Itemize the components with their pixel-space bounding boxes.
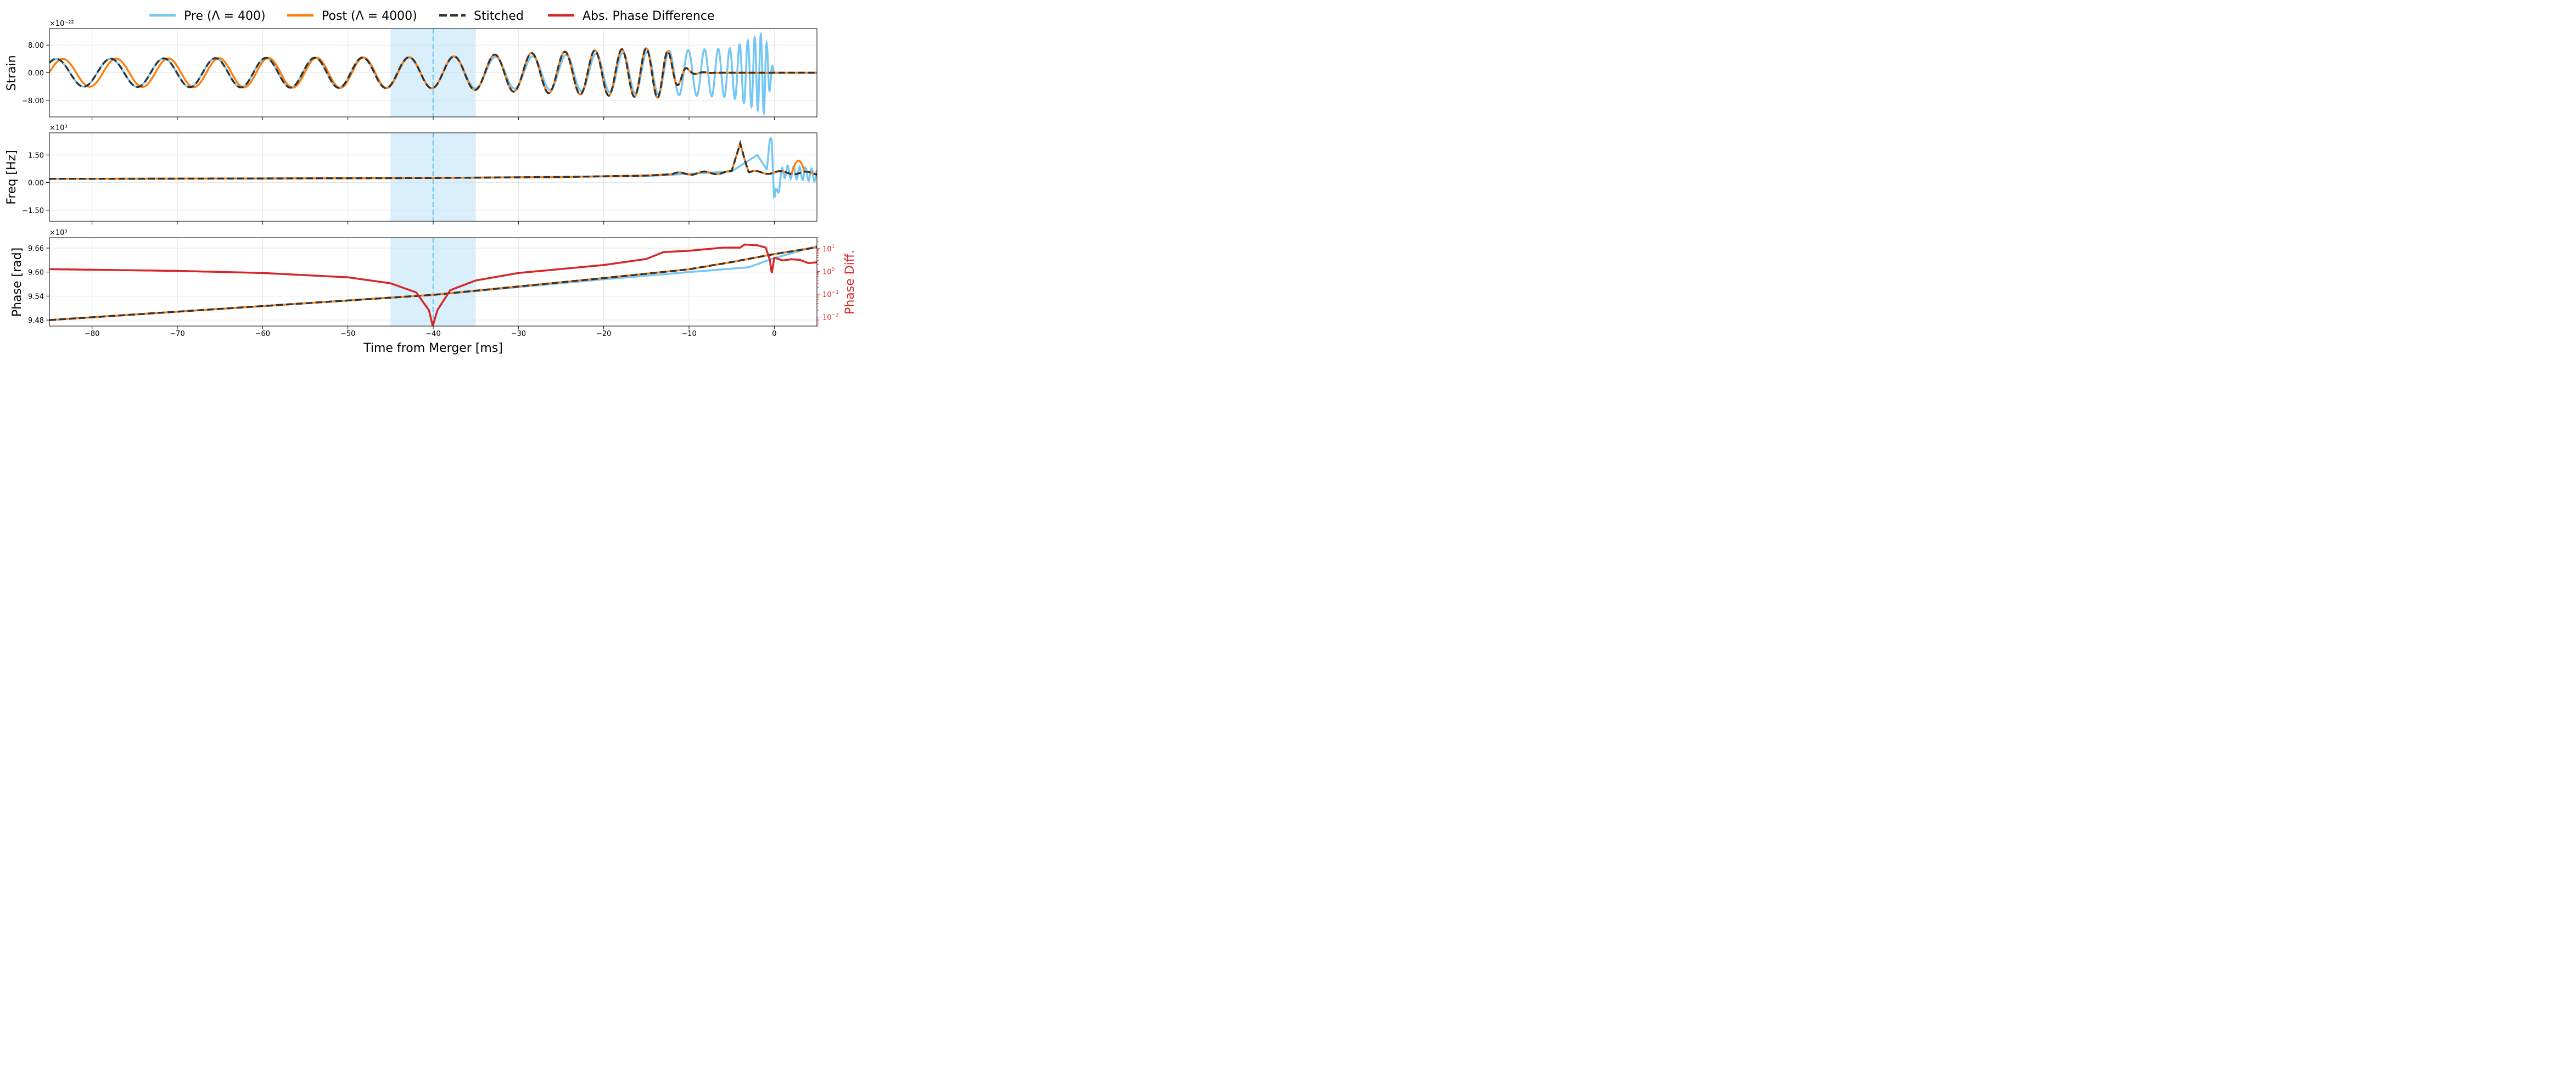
xtick-label-3: −50 (340, 330, 355, 338)
freq-ytick-2: −1.50 (22, 207, 49, 215)
svg-text:0.00: 0.00 (28, 70, 44, 78)
svg-text:8.00: 8.00 (28, 42, 44, 50)
svg-text:−10: −10 (681, 330, 696, 338)
svg-text:−20: −20 (596, 330, 611, 338)
phase-diff-ylabel: Phase Diff. (843, 250, 857, 315)
phase-ytick-2: 9.54 (28, 293, 49, 301)
freq-ylabel: Freq [Hz] (5, 150, 19, 204)
phase-ytick-1: 9.60 (28, 269, 49, 277)
legend-label-stitched: Stitched (474, 9, 524, 23)
svg-text:−80: −80 (85, 330, 99, 338)
xtick-label-8: 0 (772, 330, 776, 338)
svg-text:−50: −50 (340, 330, 355, 338)
phase-panel: ×10³ 9.66 9.60 9.54 9.48 1 (10, 229, 857, 355)
phase-exponent: ×10³ (49, 229, 68, 237)
phase-diff-ytick-3: 10−2 (817, 312, 839, 322)
svg-text:−60: −60 (255, 330, 270, 338)
strain-highlight-window (390, 29, 476, 117)
phase-diff-ytick-0: 101 (817, 244, 835, 254)
xtick-label-2: −60 (255, 330, 270, 338)
svg-text:0.00: 0.00 (28, 180, 44, 188)
svg-text:10−1: 10−1 (822, 290, 839, 299)
phase-ytick-3: 9.48 (28, 317, 49, 325)
freq-ytick-1: 0.00 (28, 180, 49, 188)
strain-ylabel: Strain (5, 55, 19, 91)
svg-text:9.48: 9.48 (28, 317, 44, 325)
x-axis-label: Time from Merger [ms] (363, 341, 503, 355)
phase-post-line (49, 246, 817, 321)
phase-diff-ytick-2: 10−1 (817, 290, 839, 299)
freq-ytick-0: 1.50 (28, 152, 49, 160)
phase-highlight-window (390, 238, 476, 326)
xtick-label-6: −20 (596, 330, 611, 338)
legend-label-post: Post (Λ = 4000) (322, 9, 417, 23)
legend-label-pre: Pre (Λ = 400) (184, 9, 266, 23)
freq-post-line (49, 139, 817, 180)
svg-text:9.60: 9.60 (28, 269, 44, 277)
xtick-label-5: −30 (511, 330, 526, 338)
svg-text:101: 101 (822, 244, 835, 254)
xtick-label-7: −10 (681, 330, 696, 338)
svg-text:0: 0 (772, 330, 776, 338)
chart: Pre (Λ = 400) Post (Λ = 4000) Stitched A… (5, 9, 857, 355)
svg-text:9.54: 9.54 (28, 293, 44, 301)
phase-ytick-0: 9.66 (28, 245, 49, 253)
svg-text:−40: −40 (425, 330, 440, 338)
strain-ytick-2: −8.00 (22, 97, 49, 105)
svg-text:1.50: 1.50 (28, 152, 44, 160)
svg-text:100: 100 (822, 267, 835, 276)
svg-text:−1.50: −1.50 (22, 207, 44, 215)
freq-panel: ×10³ 1.50 0.00 −1.50 Freq [Hz] (5, 124, 817, 225)
svg-text:−30: −30 (511, 330, 526, 338)
svg-text:−8.00: −8.00 (22, 97, 44, 105)
legend-label-phase-diff: Abs. Phase Difference (583, 9, 715, 23)
xtick-label-1: −70 (170, 330, 184, 338)
svg-text:9.66: 9.66 (28, 245, 44, 253)
strain-post-line (49, 47, 817, 99)
strain-ytick-1: 0.00 (28, 70, 49, 78)
xtick-label-4: −40 (425, 330, 440, 338)
freq-exponent: ×10³ (49, 124, 68, 132)
svg-text:−70: −70 (170, 330, 184, 338)
phase-diff-ytick-1: 100 (817, 267, 835, 276)
phase-diff-line (49, 243, 817, 326)
strain-exponent: ×10⁻²² (49, 20, 74, 28)
svg-text:10−2: 10−2 (822, 312, 839, 322)
legend: Pre (Λ = 400) Post (Λ = 4000) Stitched A… (149, 9, 715, 23)
xtick-label-0: −80 (85, 330, 99, 338)
strain-stitched-line (49, 47, 817, 99)
strain-ytick-0: 8.00 (28, 42, 49, 50)
strain-panel: ×10⁻²² 8.00 0.00 −8.00 Strain (5, 20, 817, 120)
phase-ylabel: Phase [rad] (10, 248, 24, 317)
